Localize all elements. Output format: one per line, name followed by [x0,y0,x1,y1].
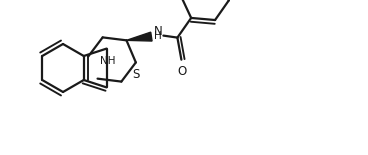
Text: H: H [155,31,162,41]
Polygon shape [127,32,152,41]
Text: O: O [178,65,187,78]
Text: NH: NH [100,56,115,66]
Text: N: N [153,25,162,38]
Text: S: S [132,69,139,81]
